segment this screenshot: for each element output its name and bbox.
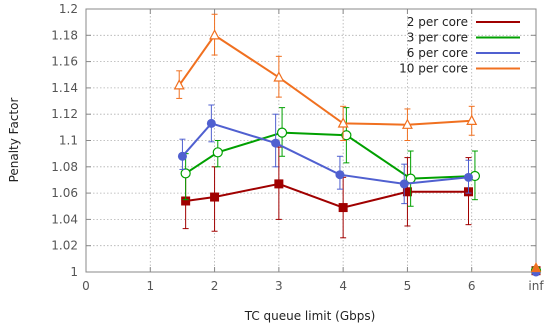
y-tick-label: 1.08	[51, 160, 78, 174]
triangle-marker	[209, 29, 221, 40]
x-tick-label: 0	[82, 279, 90, 293]
triangle-marker	[337, 117, 349, 128]
legend-label: 2 per core	[407, 15, 468, 29]
grid-lines	[86, 9, 536, 272]
filled-circle-marker	[464, 172, 473, 182]
square-marker	[274, 179, 284, 189]
triangle-marker	[466, 114, 478, 125]
triangle-marker	[273, 71, 285, 82]
circle-marker	[341, 130, 352, 141]
y-tick-label: 1.2	[59, 2, 78, 16]
y-tick-label: 1.14	[51, 81, 78, 95]
legend-label: 3 per core	[407, 31, 468, 45]
y-tick-label: 1.16	[51, 55, 78, 69]
series-6-per-core	[177, 104, 473, 205]
filled-circle-marker	[335, 170, 345, 180]
legend-label: 6 per core	[407, 46, 468, 60]
y-tick-label: 1.02	[51, 239, 78, 253]
square-marker	[338, 203, 348, 213]
filled-circle-marker	[206, 118, 216, 128]
x-tick-label: 1	[146, 279, 154, 293]
legend-label: 10 per core	[399, 62, 468, 76]
y-tick-label: 1	[70, 265, 78, 279]
series-line	[181, 122, 469, 185]
x-tick-label: 5	[404, 279, 412, 293]
tick-labels: 0 1 2 3 4 5 6 inf11.021.041.061.081.11.121.141.…	[51, 2, 544, 293]
x-tick-label: 4	[339, 279, 347, 293]
filled-circle-marker	[399, 179, 409, 189]
y-tick-label: 1.06	[51, 186, 78, 200]
series-line	[178, 33, 472, 126]
data-series	[173, 13, 542, 277]
filled-circle-marker	[271, 138, 281, 148]
x-tick-label: 3	[275, 279, 283, 293]
y-tick-label: 1.12	[51, 107, 78, 121]
series-line	[185, 131, 475, 180]
y-tick-label: 1.18	[51, 28, 78, 42]
axes	[85, 8, 537, 273]
y-tick-label: 1.1	[59, 134, 78, 148]
filled-circle-marker	[177, 151, 187, 161]
square-marker	[402, 187, 412, 197]
y-tick-label: 1.04	[51, 212, 78, 226]
x-tick-label: inf	[528, 279, 544, 293]
series-2-per-core	[181, 146, 473, 239]
x-axis-title: TC queue limit (Gbps)	[244, 309, 376, 323]
square-marker	[210, 192, 220, 202]
y-axis-title: Penalty Factor	[7, 98, 21, 183]
circle-marker	[212, 147, 223, 158]
inf-triangle-marker	[530, 262, 542, 273]
circle-marker	[276, 127, 288, 138]
series-line	[185, 182, 469, 209]
triangle-marker	[173, 79, 185, 90]
x-tick-label: 6	[468, 279, 476, 293]
x-tick-label: 2	[211, 279, 219, 293]
circle-marker	[180, 168, 191, 179]
series-10-per-core	[173, 13, 478, 141]
square-marker	[181, 196, 191, 206]
triangle-marker	[401, 118, 413, 129]
